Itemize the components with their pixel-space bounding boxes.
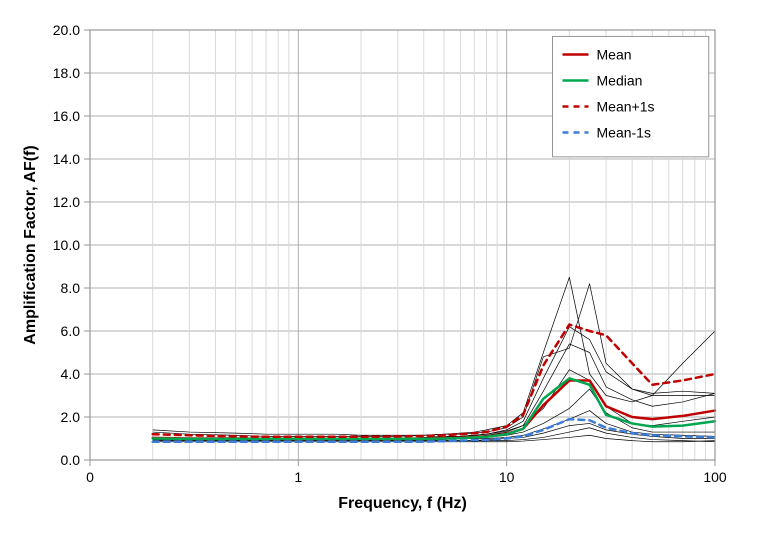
svg-text:14.0: 14.0 [53, 151, 80, 167]
svg-text:0.0: 0.0 [61, 452, 81, 468]
svg-text:Amplification Factor, AF(f): Amplification Factor, AF(f) [22, 145, 39, 344]
svg-text:12.0: 12.0 [53, 194, 80, 210]
svg-text:8.0: 8.0 [61, 280, 81, 296]
svg-text:Mean: Mean [597, 46, 632, 62]
svg-text:4.0: 4.0 [61, 366, 81, 382]
chart-container: 0.0 2.0 4.0 6.0 8.0 10.0 12.0 14.0 16.0 18.0 20.0 0… [0, 0, 764, 551]
svg-text:Frequency, f (Hz): Frequency, f (Hz) [338, 495, 467, 512]
svg-text:16.0: 16.0 [53, 108, 80, 124]
svg-text:10.0: 10.0 [53, 237, 80, 253]
svg-text:0: 0 [86, 469, 94, 485]
svg-text:Median: Median [597, 72, 643, 88]
svg-text:Mean+1s: Mean+1s [597, 98, 655, 114]
amplification-factor-chart: 0.0 2.0 4.0 6.0 8.0 10.0 12.0 14.0 16.0 18.0 20.0 0… [0, 0, 764, 551]
svg-text:Mean-1s: Mean-1s [597, 124, 651, 140]
svg-text:18.0: 18.0 [53, 65, 80, 81]
svg-text:1: 1 [294, 469, 302, 485]
svg-text:6.0: 6.0 [61, 323, 81, 339]
svg-text:10: 10 [499, 469, 515, 485]
svg-text:20.0: 20.0 [53, 22, 80, 38]
svg-text:2.0: 2.0 [61, 409, 81, 425]
svg-text:100: 100 [703, 469, 727, 485]
